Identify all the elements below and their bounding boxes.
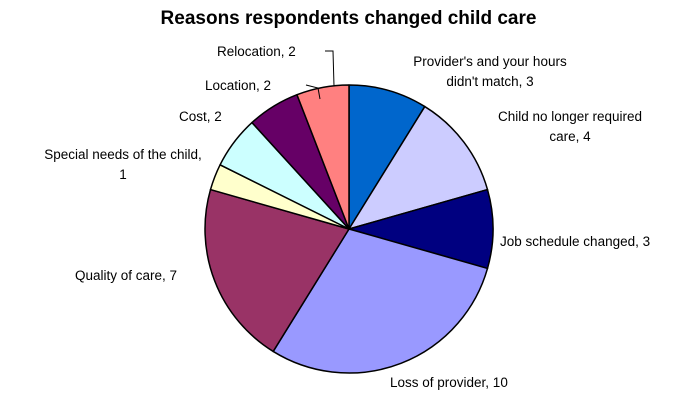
data-label-child-no-longer-required-care: Child no longer required care, 4: [498, 109, 642, 144]
pie-slice-child-no-longer-required-care: [348, 105, 489, 230]
data-label-job-schedule-changed: Job schedule changed, 3: [500, 234, 650, 249]
data-label-provider-s-and-your-hours-didn-t-match: Provider's and your hours didn't match, 3: [413, 54, 567, 89]
data-label-loss-of-provider: Loss of provider, 10: [390, 375, 508, 390]
data-label-quality-of-care: Quality of care, 7: [75, 268, 177, 283]
leader-line-location: [305, 84, 321, 100]
data-label-special-needs-of-the-child: Special needs of the child, 1: [44, 147, 202, 182]
chart-title: Reasons respondents changed child care: [160, 8, 537, 29]
data-label-relocation: Relocation, 2: [217, 44, 296, 59]
data-label-location: Location, 2: [205, 78, 271, 93]
pie-slice-relocation: [296, 84, 350, 230]
leader-line-relocation: [325, 50, 335, 87]
data-label-cost: Cost, 2: [179, 109, 222, 124]
pie-slice-quality-of-care: [204, 188, 350, 353]
